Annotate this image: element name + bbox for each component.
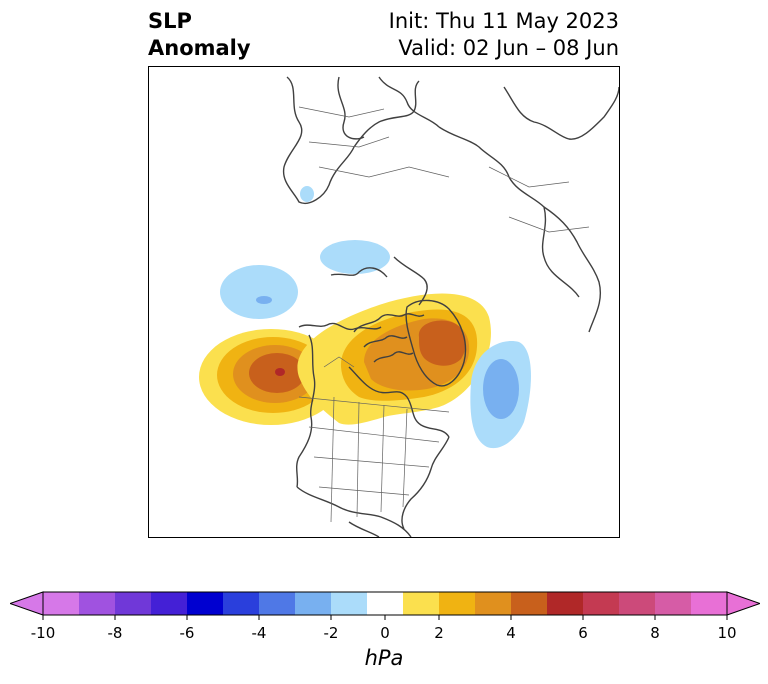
- colorbar-cell: [331, 592, 368, 615]
- colorbar-cell: [547, 592, 584, 615]
- colorbar-extend-low: [10, 591, 44, 616]
- colorbar-cell: [259, 592, 296, 615]
- title-dates: Init: Thu 11 May 2023 Valid: 02 Jun – 08…: [389, 8, 619, 62]
- political-borders: [298, 106, 590, 523]
- siberia-low: [320, 240, 390, 274]
- canadian-arctic-greenland-high: [297, 293, 491, 425]
- colorbar-cell: [403, 592, 440, 615]
- colorbar-cell: [223, 592, 260, 615]
- colorbar-tick-label: -8: [107, 624, 123, 642]
- map-svg: [149, 76, 619, 537]
- colorbar-ticks: [42, 615, 728, 620]
- colorbar-tick-label: -4: [251, 624, 267, 642]
- colorbar-tick-label: 6: [578, 624, 588, 642]
- colorbar-cell: [439, 592, 476, 615]
- colorbar-tick-label: -2: [323, 624, 339, 642]
- northwest-russia-low: [300, 186, 314, 202]
- title-variable: SLP Anomaly: [148, 8, 251, 62]
- colorbar-extend-high: [726, 591, 760, 616]
- colorbar-cell: [619, 592, 656, 615]
- colorbar-cell: [583, 592, 620, 615]
- colorbar-tick-label: 10: [717, 624, 737, 642]
- colorbar-cell: [151, 592, 188, 615]
- colorbar: [10, 591, 760, 620]
- map-panel: [148, 66, 620, 538]
- coastlines: [282, 76, 619, 537]
- colorbar-cell: [115, 592, 152, 615]
- colorbar-cell: [691, 592, 728, 615]
- colorbar-cell: [475, 592, 512, 615]
- colorbar-cells: [43, 592, 728, 615]
- valid-date-range: Valid: 02 Jun – 08 Jun: [398, 36, 619, 60]
- colorbar-tick-label: -6: [179, 624, 195, 642]
- colorbar-cell: [43, 592, 80, 615]
- title-line-2: Anomaly: [148, 36, 251, 60]
- colorbar-tick-label: 2: [434, 624, 444, 642]
- colorbar-cell: [187, 592, 224, 615]
- colorbar-tick-label: -10: [30, 624, 56, 642]
- colorbar-tick-label: 8: [650, 624, 660, 642]
- colorbar-cell: [367, 592, 404, 615]
- anomaly-fills: [149, 186, 531, 449]
- colorbar-tick-label: 4: [506, 624, 516, 642]
- colorbar-cell: [79, 592, 116, 615]
- gulf-of-alaska-low: [220, 265, 298, 319]
- title-line-1: SLP: [148, 9, 192, 33]
- init-date: Init: Thu 11 May 2023: [388, 9, 619, 33]
- colorbar-cell: [511, 592, 548, 615]
- colorbar-cell: [295, 592, 332, 615]
- colorbar-unit-label: hPa: [364, 646, 404, 670]
- north-atlantic-low: [470, 341, 531, 449]
- colorbar-tick-label: 0: [380, 624, 390, 642]
- colorbar-cell: [655, 592, 692, 615]
